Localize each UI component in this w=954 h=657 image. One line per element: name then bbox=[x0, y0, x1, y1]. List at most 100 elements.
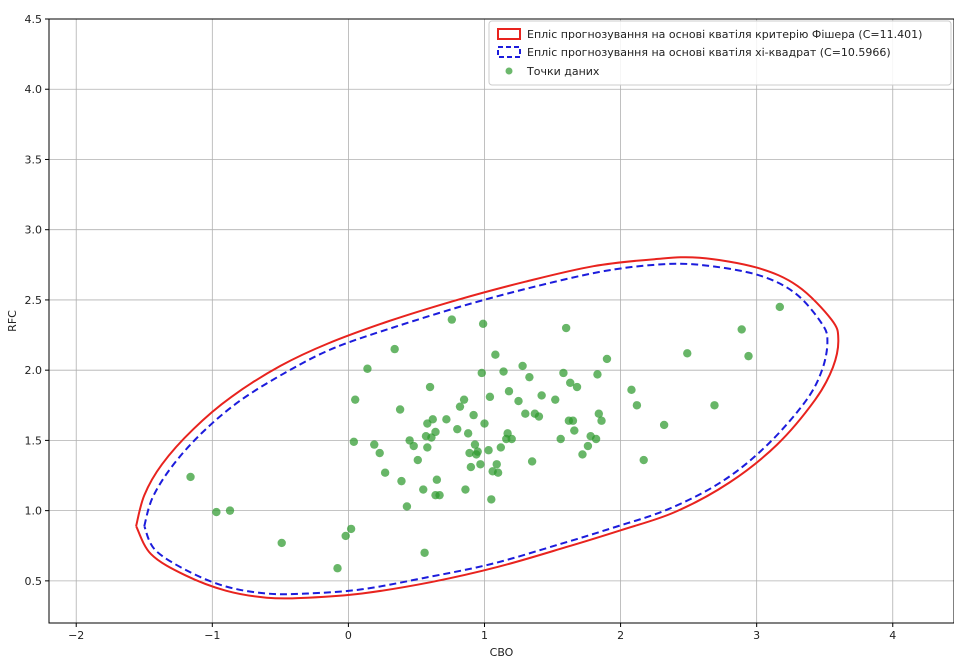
data-point bbox=[395, 405, 405, 414]
data-point bbox=[455, 402, 465, 411]
data-point bbox=[566, 378, 575, 388]
data-point bbox=[578, 450, 587, 459]
data-point bbox=[737, 325, 746, 334]
data-point bbox=[463, 429, 473, 438]
data-point bbox=[593, 370, 602, 379]
data-point bbox=[710, 401, 719, 410]
x-tick-label: 0 bbox=[345, 629, 352, 642]
data-point bbox=[419, 485, 428, 494]
data-point bbox=[225, 506, 235, 515]
data-point bbox=[341, 531, 350, 541]
data-point bbox=[570, 426, 579, 435]
data-point bbox=[477, 368, 486, 378]
x-tick-label: 2 bbox=[617, 629, 624, 642]
data-point bbox=[453, 424, 462, 434]
data-point bbox=[465, 448, 474, 458]
data-point bbox=[478, 319, 488, 329]
legend-swatch-chi2 bbox=[497, 46, 521, 58]
legend: Епліс прогнозування на основі кватіля кр… bbox=[488, 20, 952, 86]
data-point bbox=[485, 392, 495, 402]
data-point bbox=[466, 462, 476, 472]
data-point bbox=[514, 396, 523, 406]
data-point bbox=[370, 440, 379, 449]
legend-swatch-fisher bbox=[497, 28, 521, 40]
data-point bbox=[476, 460, 485, 469]
data-point bbox=[527, 457, 537, 466]
legend-label-chi2: Епліс прогнозування на основі кватіля хі… bbox=[527, 46, 891, 59]
axes-frame bbox=[48, 18, 954, 624]
data-point bbox=[186, 472, 195, 482]
data-point bbox=[442, 415, 451, 424]
x-tick-label: 4 bbox=[889, 629, 896, 642]
x-tick-label: −1 bbox=[204, 629, 220, 642]
data-point bbox=[420, 548, 429, 557]
data-point bbox=[507, 434, 516, 444]
data-point bbox=[627, 385, 636, 395]
legend-label-points: Точки даних bbox=[526, 65, 600, 78]
y-axis-label: RFC bbox=[6, 310, 19, 332]
data-point bbox=[432, 475, 442, 484]
data-point bbox=[333, 564, 342, 573]
data-point bbox=[487, 495, 496, 504]
y-tick-label: 4.0 bbox=[25, 83, 43, 96]
legend-box bbox=[488, 20, 952, 86]
data-point bbox=[425, 382, 435, 392]
data-point bbox=[537, 391, 546, 400]
data-point bbox=[470, 440, 480, 449]
data-point bbox=[349, 437, 359, 446]
data-point bbox=[591, 434, 601, 444]
data-point bbox=[390, 344, 399, 354]
chi2-ellipse bbox=[143, 262, 829, 596]
data-point bbox=[568, 416, 578, 425]
data-point bbox=[534, 412, 544, 421]
x-tick-label: −2 bbox=[68, 629, 84, 642]
data-point bbox=[212, 507, 221, 517]
data-point bbox=[351, 395, 360, 404]
y-tick-label: 1.0 bbox=[25, 505, 43, 518]
data-point bbox=[683, 349, 692, 358]
data-point bbox=[397, 476, 406, 486]
data-point bbox=[428, 415, 437, 424]
data-point bbox=[559, 368, 568, 378]
data-point bbox=[496, 443, 506, 452]
x-tick-label: 3 bbox=[753, 629, 760, 642]
y-tick-label: 3.0 bbox=[25, 224, 43, 237]
data-point bbox=[493, 468, 503, 477]
y-tick-label: 2.0 bbox=[25, 364, 43, 377]
x-tick-label: 1 bbox=[481, 629, 488, 642]
axis-ticks: −2 −1 0 1 2 3 4 0.5 1.0 1.5 2.0 2.5 3.0 3.5 4.0 4.5 bbox=[25, 13, 897, 642]
data-point bbox=[659, 420, 669, 430]
data-point bbox=[480, 419, 489, 428]
data-point bbox=[473, 447, 482, 456]
y-tick-label: 3.5 bbox=[25, 153, 43, 166]
data-point bbox=[492, 460, 501, 469]
data-point bbox=[556, 434, 565, 444]
y-tick-label: 2.5 bbox=[25, 294, 43, 307]
data-point bbox=[499, 367, 508, 376]
data-point bbox=[413, 455, 423, 465]
y-tick-label: 1.5 bbox=[25, 434, 43, 447]
data-point bbox=[561, 323, 571, 333]
data-point bbox=[491, 350, 500, 359]
data-point bbox=[775, 302, 785, 312]
legend-swatch-points bbox=[505, 67, 513, 75]
data-point bbox=[459, 395, 469, 404]
data-point bbox=[435, 490, 444, 500]
data-point bbox=[447, 315, 457, 324]
data-point bbox=[639, 455, 648, 465]
data-point bbox=[409, 441, 418, 451]
data-point bbox=[594, 409, 604, 418]
fisher-ellipse bbox=[135, 256, 840, 600]
grid-lines bbox=[49, 18, 954, 623]
data-point bbox=[402, 502, 412, 511]
data-point bbox=[375, 448, 384, 458]
data-point bbox=[525, 372, 534, 382]
data-point bbox=[461, 485, 470, 494]
y-tick-label: 0.5 bbox=[25, 575, 43, 588]
data-point bbox=[380, 468, 390, 477]
data-point bbox=[469, 410, 478, 420]
data-point bbox=[431, 427, 440, 437]
data-point bbox=[423, 443, 432, 452]
